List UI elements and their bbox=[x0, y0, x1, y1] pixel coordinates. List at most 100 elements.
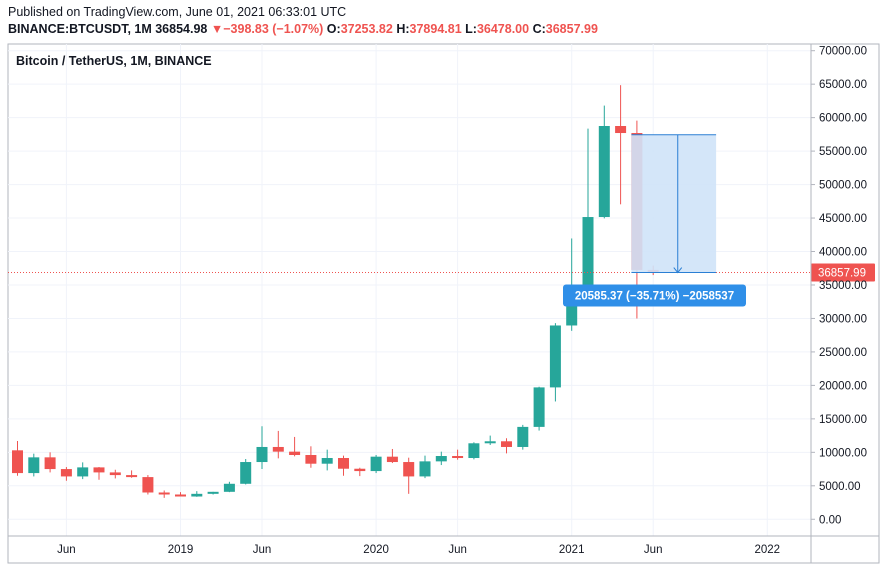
candle[interactable] bbox=[289, 436, 301, 457]
candle-body[interactable] bbox=[256, 446, 268, 463]
measure-range-box[interactable] bbox=[631, 134, 717, 273]
candle-body[interactable] bbox=[93, 467, 105, 473]
candle[interactable] bbox=[468, 442, 480, 460]
candle-body[interactable] bbox=[370, 456, 382, 472]
candle[interactable] bbox=[403, 457, 415, 494]
published-line: Published on TradingView.com, June 01, 2… bbox=[8, 5, 347, 19]
close-label: C: bbox=[532, 22, 546, 36]
last-price-tag bbox=[811, 263, 875, 282]
candles[interactable] bbox=[12, 85, 659, 498]
candle[interactable] bbox=[598, 105, 610, 219]
candle-body[interactable] bbox=[484, 441, 496, 444]
candle-body[interactable] bbox=[386, 456, 398, 463]
x-tick-label: 2022 bbox=[755, 544, 781, 556]
chart-header: Published on TradingView.com, June 01, 2… bbox=[8, 4, 598, 38]
candle[interactable] bbox=[501, 438, 512, 454]
candle-body[interactable] bbox=[582, 217, 594, 298]
low-label: L: bbox=[465, 22, 477, 36]
candle[interactable] bbox=[517, 424, 529, 450]
candle-body[interactable] bbox=[615, 126, 627, 134]
candle[interactable] bbox=[126, 470, 138, 478]
change-down-icon: ▼ bbox=[210, 22, 224, 36]
x-tick-label: Jun bbox=[57, 544, 76, 556]
last-price-label: 36857.99 bbox=[818, 268, 866, 280]
y-tick-label: 60000.00 bbox=[819, 113, 867, 125]
candle-body[interactable] bbox=[142, 477, 154, 493]
candle-body[interactable] bbox=[207, 491, 219, 494]
candle[interactable] bbox=[338, 455, 349, 476]
price-axis[interactable]: 0.00 5000.00 10000.00 15000.00 20000.00 25000… bbox=[811, 46, 867, 527]
candle-body[interactable] bbox=[533, 387, 545, 427]
candle[interactable] bbox=[419, 455, 431, 479]
candle[interactable] bbox=[175, 492, 186, 497]
y-tick-label: 30000.00 bbox=[819, 313, 867, 325]
candle[interactable] bbox=[484, 435, 496, 445]
x-tick-label: 2021 bbox=[559, 544, 585, 556]
candle[interactable] bbox=[12, 440, 23, 476]
candle[interactable] bbox=[435, 451, 447, 466]
candle[interactable] bbox=[77, 462, 89, 480]
candle[interactable] bbox=[452, 449, 464, 460]
candle-body[interactable] bbox=[517, 426, 529, 447]
measure-tool[interactable]: 20585.37 (−35.71%) −2058537 bbox=[563, 134, 746, 307]
candle-body[interactable] bbox=[28, 457, 40, 474]
ohlc-line: BINANCE:BTCUSDT, 1M 36854.98 ▼−398.83 (−… bbox=[8, 21, 598, 38]
candle[interactable] bbox=[158, 490, 170, 498]
y-tick-label: 55000.00 bbox=[819, 146, 867, 158]
candle-body[interactable] bbox=[126, 475, 138, 478]
candle[interactable] bbox=[386, 448, 398, 464]
candle-body[interactable] bbox=[77, 467, 89, 477]
candle-body[interactable] bbox=[158, 492, 170, 495]
candle-body[interactable] bbox=[419, 461, 431, 477]
symbol-label: BINANCE:BTCUSDT, 1M bbox=[8, 22, 152, 36]
candle-body[interactable] bbox=[566, 297, 578, 326]
candle[interactable] bbox=[615, 85, 627, 205]
candle-body[interactable] bbox=[305, 455, 317, 464]
candle-body[interactable] bbox=[501, 441, 512, 447]
time-axis[interactable]: Jun 2019 Jun 2020 Jun 2021 Jun 2022 bbox=[57, 544, 780, 556]
candle[interactable] bbox=[240, 459, 252, 485]
candle-body[interactable] bbox=[435, 456, 447, 462]
candle-body[interactable] bbox=[338, 458, 349, 469]
candle[interactable] bbox=[533, 386, 545, 431]
candle-body[interactable] bbox=[44, 457, 56, 470]
candle[interactable] bbox=[305, 446, 317, 468]
candle[interactable] bbox=[191, 491, 203, 497]
candle[interactable] bbox=[370, 455, 382, 474]
candle[interactable] bbox=[44, 452, 56, 473]
candle-body[interactable] bbox=[354, 468, 366, 472]
candle[interactable] bbox=[109, 469, 121, 479]
candle-body[interactable] bbox=[452, 456, 464, 459]
candle-body[interactable] bbox=[272, 446, 284, 452]
candle[interactable] bbox=[256, 426, 268, 470]
y-tick-label: 25000.00 bbox=[819, 347, 867, 359]
candle[interactable] bbox=[93, 467, 105, 480]
candle-body[interactable] bbox=[191, 493, 203, 497]
candle-body[interactable] bbox=[60, 469, 72, 477]
candle-body[interactable] bbox=[223, 483, 235, 492]
candle[interactable] bbox=[60, 467, 72, 481]
candle[interactable] bbox=[142, 475, 154, 495]
last-price: 36854.98 bbox=[155, 22, 208, 36]
candle-body[interactable] bbox=[12, 450, 23, 474]
candle-body[interactable] bbox=[321, 458, 333, 464]
x-tick-label: Jun bbox=[448, 544, 467, 556]
candle[interactable] bbox=[549, 323, 561, 402]
candle-body[interactable] bbox=[109, 472, 121, 476]
candle-body[interactable] bbox=[289, 451, 301, 456]
candle-body[interactable] bbox=[403, 462, 415, 477]
candle-body[interactable] bbox=[598, 126, 610, 218]
candle[interactable] bbox=[582, 128, 594, 304]
candle[interactable] bbox=[28, 453, 40, 477]
candle[interactable] bbox=[223, 481, 235, 493]
candle[interactable] bbox=[272, 430, 284, 459]
candle-body[interactable] bbox=[549, 325, 561, 388]
candle-body[interactable] bbox=[175, 494, 186, 497]
candle[interactable] bbox=[354, 467, 366, 477]
candle-body[interactable] bbox=[240, 462, 252, 484]
candle[interactable] bbox=[321, 449, 333, 471]
open-value: 37253.82 bbox=[340, 22, 393, 36]
candle-body[interactable] bbox=[468, 443, 480, 459]
candle[interactable] bbox=[207, 491, 219, 495]
